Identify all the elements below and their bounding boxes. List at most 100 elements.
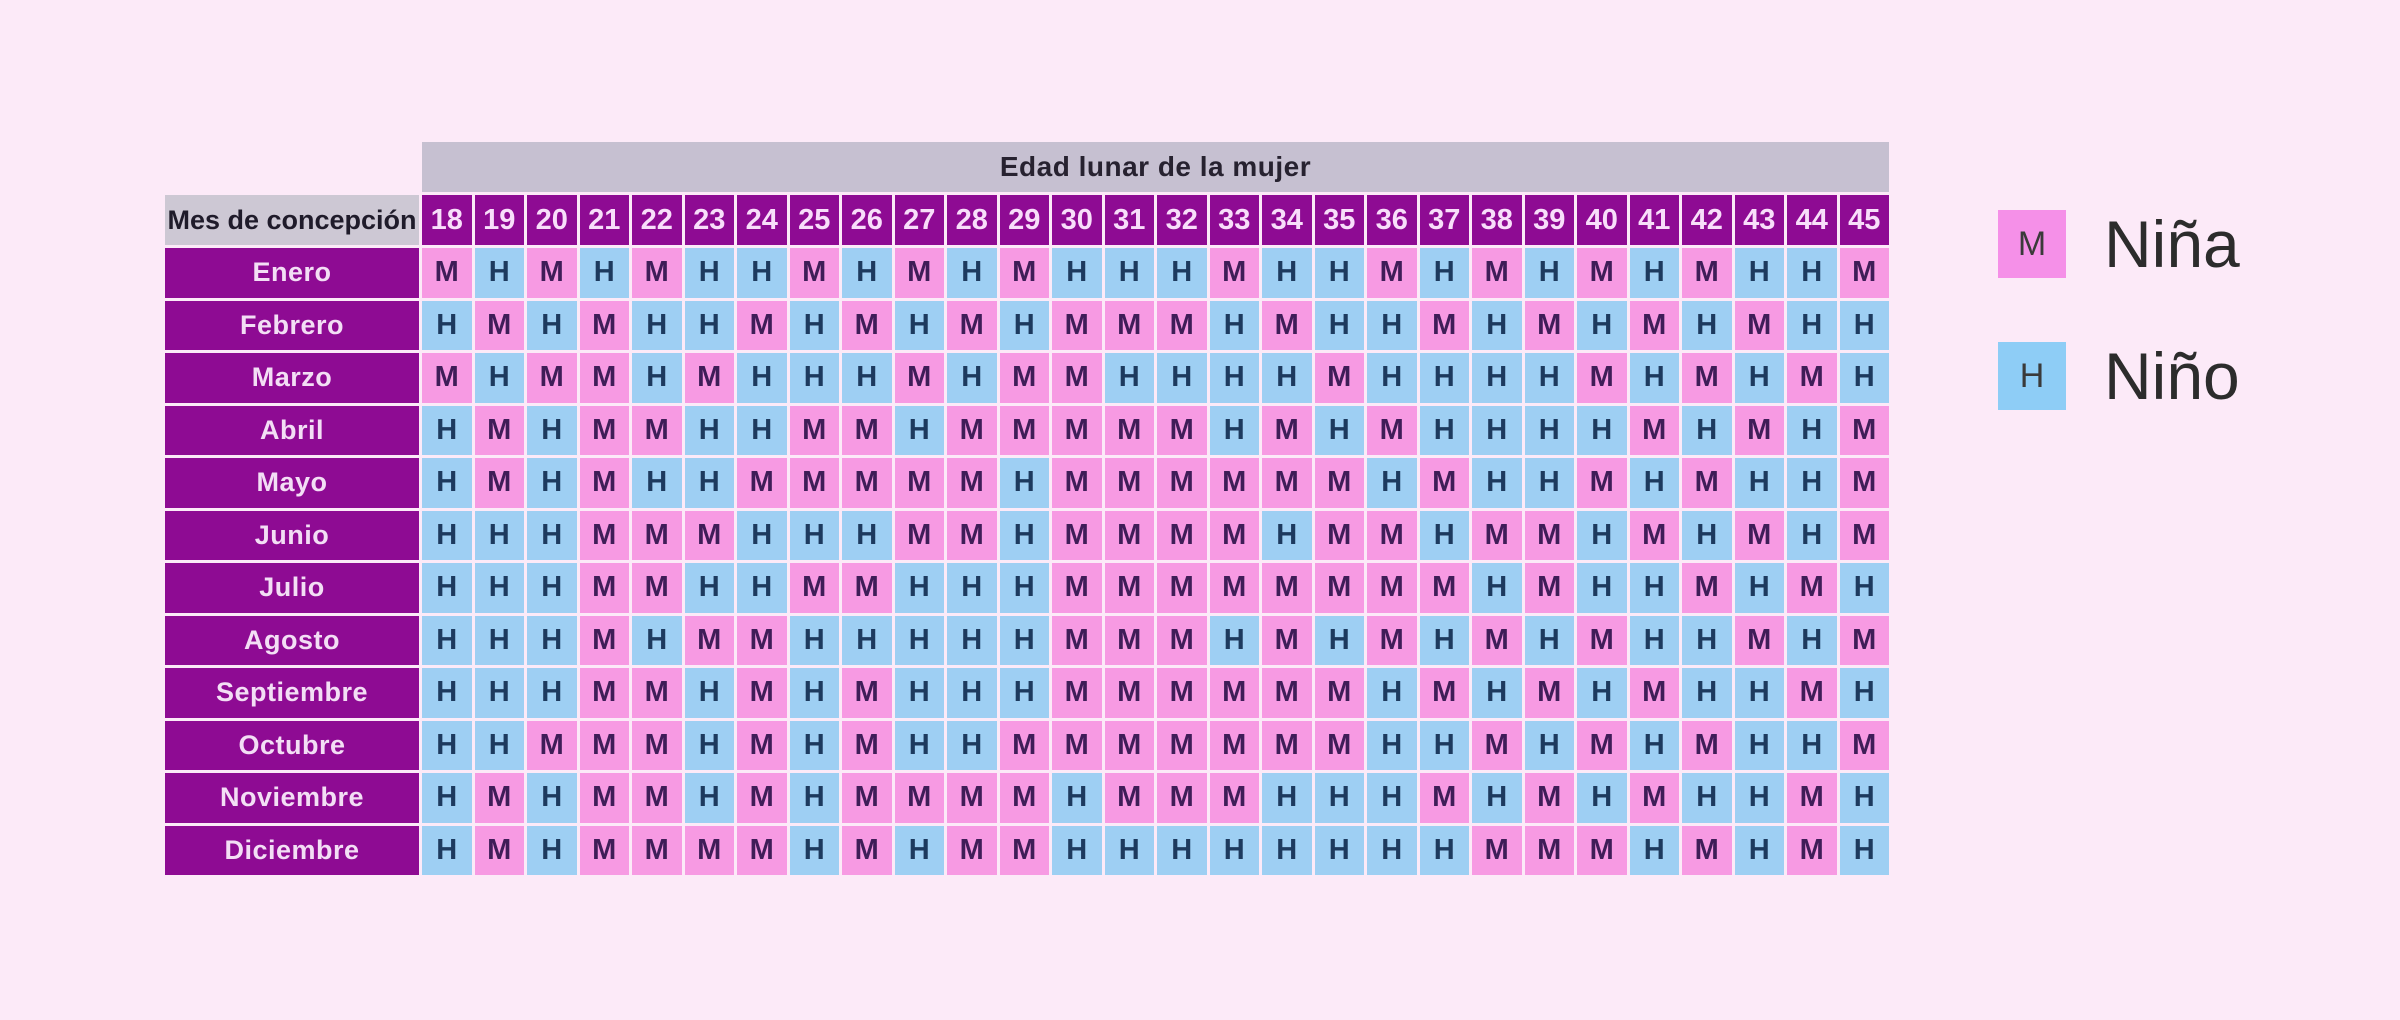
table-cell: M: [947, 510, 997, 560]
month-label: Noviembre: [165, 773, 419, 823]
table-cell: H: [789, 615, 839, 665]
table-cell: M: [789, 248, 839, 298]
table-cell: H: [1209, 353, 1259, 403]
table-cell: M: [789, 563, 839, 613]
table-cell: M: [1839, 248, 1889, 298]
table-cell: M: [1157, 720, 1207, 770]
table-cell: M: [737, 720, 787, 770]
table-cell: H: [1682, 300, 1732, 350]
table-corner-spacer: [165, 142, 419, 192]
table-cell: M: [579, 825, 629, 875]
table-cell: M: [474, 773, 524, 823]
table-cell: M: [842, 405, 892, 455]
table-cell: M: [1052, 668, 1102, 718]
lunar-age-header: 37: [1419, 195, 1469, 245]
table-cell: M: [842, 668, 892, 718]
table-cell: M: [737, 773, 787, 823]
table-cell: H: [474, 615, 524, 665]
table-cell: M: [632, 405, 682, 455]
table-cell: H: [527, 563, 577, 613]
table-cell: H: [842, 615, 892, 665]
lunar-age-header: 35: [1314, 195, 1364, 245]
table-cell: M: [632, 773, 682, 823]
table-cell: M: [422, 248, 472, 298]
table-cell: H: [1262, 353, 1312, 403]
table-cell: H: [632, 300, 682, 350]
lunar-age-header: 38: [1472, 195, 1522, 245]
table-cell: H: [999, 563, 1049, 613]
table-cell: M: [1419, 563, 1469, 613]
table-cell: H: [684, 458, 734, 508]
table-cell: H: [789, 300, 839, 350]
table-cell: H: [999, 615, 1049, 665]
table-cell: M: [1577, 353, 1627, 403]
table-cell: M: [632, 825, 682, 875]
table-cell: H: [1104, 248, 1154, 298]
table-cell: H: [1734, 248, 1784, 298]
table-cell: H: [1629, 825, 1679, 875]
table-cell: H: [737, 248, 787, 298]
table-cell: H: [1787, 405, 1837, 455]
table-cell: H: [1209, 615, 1259, 665]
girl-swatch-icon: M: [1998, 210, 2066, 278]
table-cell: M: [1682, 720, 1732, 770]
table-cell: M: [1157, 405, 1207, 455]
table-cell: H: [1839, 300, 1889, 350]
table-cell: M: [789, 458, 839, 508]
table-cell: M: [999, 353, 1049, 403]
table-cell: H: [1157, 353, 1207, 403]
table-cell: M: [1314, 720, 1364, 770]
table-cell: H: [1262, 248, 1312, 298]
table-cell: M: [894, 510, 944, 560]
table-cell: H: [894, 720, 944, 770]
table-cell: H: [1157, 248, 1207, 298]
table-cell: H: [1104, 825, 1154, 875]
table-cell: M: [842, 825, 892, 875]
table-cell: M: [842, 458, 892, 508]
table-cell: H: [1577, 668, 1627, 718]
table-cell: M: [1472, 510, 1522, 560]
lunar-age-header: 27: [894, 195, 944, 245]
table-cell: M: [1524, 825, 1574, 875]
table-cell: H: [474, 353, 524, 403]
table-cell: M: [947, 458, 997, 508]
table-cell: M: [1262, 615, 1312, 665]
table-cell: H: [947, 563, 997, 613]
table-cell: M: [1524, 300, 1574, 350]
table-cell: H: [1209, 405, 1259, 455]
table-cell: H: [422, 615, 472, 665]
table-cell: H: [527, 615, 577, 665]
table-cell: H: [527, 405, 577, 455]
table-cell: H: [947, 248, 997, 298]
table-cell: H: [1629, 720, 1679, 770]
table-cell: H: [1577, 405, 1627, 455]
table-cell: M: [1209, 720, 1259, 770]
table-cell: H: [1367, 300, 1417, 350]
table-cell: M: [1314, 510, 1364, 560]
table-cell: M: [1787, 668, 1837, 718]
table-cell: H: [1524, 458, 1574, 508]
table-cell: M: [1734, 405, 1784, 455]
table-cell: M: [894, 773, 944, 823]
table-cell: H: [1787, 458, 1837, 508]
table-cell: H: [684, 563, 734, 613]
table-cell: M: [1052, 300, 1102, 350]
table-cell: H: [789, 720, 839, 770]
legend: M Niña H Niño: [1998, 206, 2240, 414]
table-cell: M: [1157, 300, 1207, 350]
table-cell: M: [1052, 615, 1102, 665]
table-cell: H: [1419, 248, 1469, 298]
table-cell: M: [527, 248, 577, 298]
month-label: Mayo: [165, 458, 419, 508]
table-cell: H: [1367, 773, 1417, 823]
table-cell: M: [1577, 248, 1627, 298]
table-cell: M: [737, 300, 787, 350]
table-cell: M: [1209, 458, 1259, 508]
table-cell: H: [1524, 248, 1574, 298]
table-cell: M: [894, 248, 944, 298]
table-cell: H: [474, 720, 524, 770]
lunar-age-header: 21: [579, 195, 629, 245]
table-cell: M: [474, 458, 524, 508]
table-cell: H: [1209, 300, 1259, 350]
table-cell: M: [1052, 563, 1102, 613]
